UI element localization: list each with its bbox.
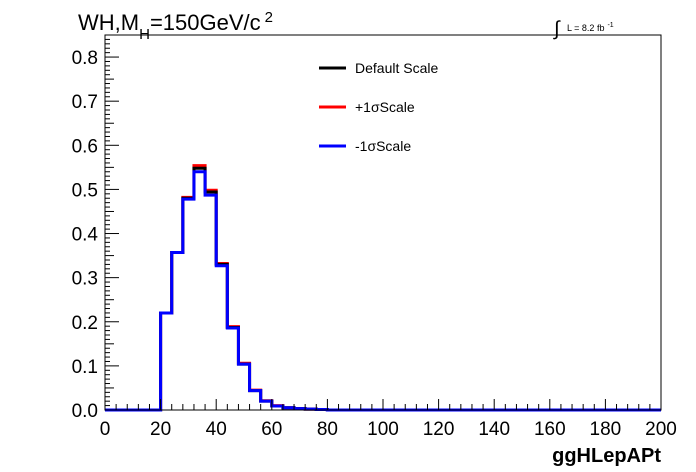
y-tick-label: 0.3 (72, 269, 98, 290)
lumi-label: L = 8.2 fb -1 (567, 22, 614, 33)
x-tick-label: 120 (423, 419, 455, 440)
x-tick-label: 200 (645, 419, 677, 440)
title-superscript: 2 (265, 9, 273, 26)
y-tick-label: 0.0 (72, 401, 98, 422)
axes-layer: 0 20 40 60 80 100 120 140 160 180 200 0.0 0.1 0.2 0.3 0… (72, 34, 677, 440)
x-tick-label: 160 (534, 419, 566, 440)
title-main: WH,M (78, 10, 139, 35)
x-tick-label: 40 (206, 419, 227, 440)
y-tick-label: 0.2 (72, 313, 98, 334)
x-tick-label: 20 (150, 419, 171, 440)
legend: Default Scale +1σScale -1σScale (319, 60, 438, 154)
lumi-text: L = 8.2 fb (567, 23, 604, 33)
y-tick-label: 0.6 (72, 136, 98, 157)
legend-label-minus: -1σScale (355, 138, 411, 154)
y-tick-label: 0.8 (72, 48, 98, 69)
series-line-plus (105, 164, 661, 412)
x-tick-label: 180 (590, 419, 622, 440)
histogram-layer (105, 164, 661, 412)
series-line-minus (105, 170, 661, 412)
x-axis-title: ggHLepAPt (552, 445, 661, 467)
lumi-integral-sign: ∫ (553, 18, 561, 40)
x-tick-label: 100 (367, 419, 399, 440)
x-tick-label: 0 (100, 419, 111, 440)
series-line-default (105, 166, 661, 412)
legend-label-plus: +1σScale (355, 99, 415, 115)
x-tick-label: 140 (478, 419, 510, 440)
x-tick-label: 80 (317, 419, 338, 440)
y-tick-label: 0.7 (72, 92, 98, 113)
lumi-superscript: -1 (607, 22, 613, 29)
y-tick-label: 0.5 (72, 180, 98, 201)
plot-frame (104, 34, 662, 411)
legend-label-default: Default Scale (355, 60, 438, 76)
chart-title: WH,MH=150GeV/c 2 (78, 9, 273, 43)
title-subscript: H (139, 26, 150, 43)
title-rest: =150GeV/c (150, 10, 261, 35)
x-tick-label: 60 (261, 419, 282, 440)
y-tick-label: 0.1 (72, 357, 98, 378)
y-tick-label: 0.4 (72, 225, 99, 246)
